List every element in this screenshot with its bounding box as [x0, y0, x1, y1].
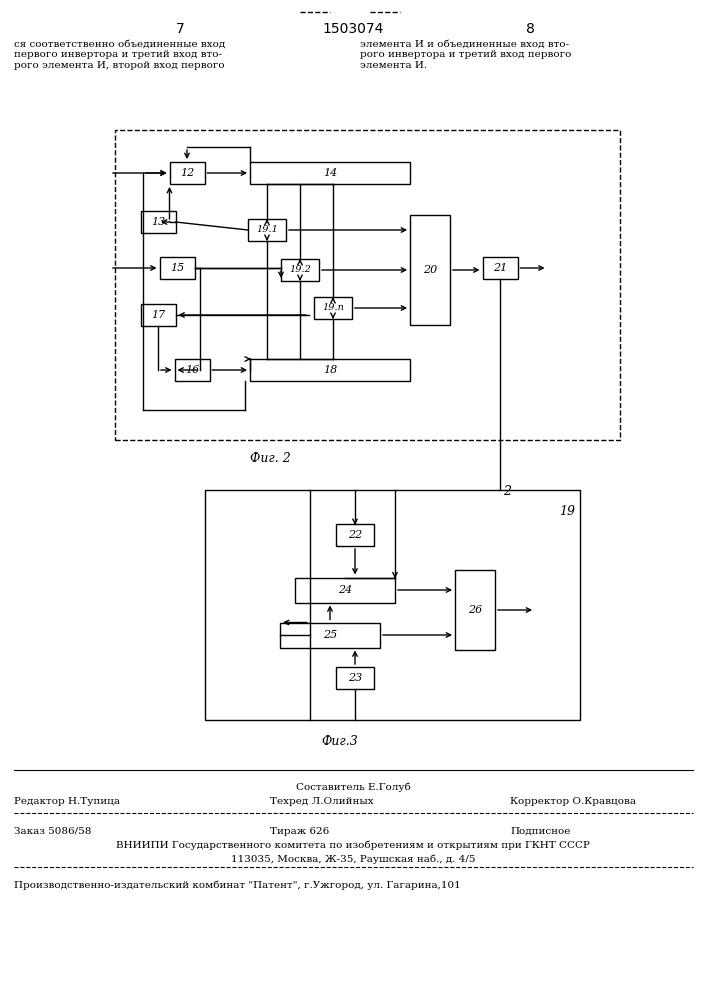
Bar	[170, 162, 204, 184]
Text: 26: 26	[468, 605, 482, 615]
Bar	[141, 304, 175, 326]
Bar	[250, 359, 410, 381]
Text: 16: 16	[185, 365, 199, 375]
Text: 22: 22	[348, 530, 362, 540]
Bar	[280, 622, 380, 648]
Bar	[410, 215, 450, 325]
Text: Заказ 5086/58: Заказ 5086/58	[14, 827, 91, 836]
Text: 19.п: 19.п	[322, 304, 344, 312]
Text: 12: 12	[180, 168, 194, 178]
Text: Техред Л.Олийных: Техред Л.Олийных	[270, 797, 373, 806]
Bar	[175, 359, 209, 381]
Text: 8: 8	[525, 22, 534, 36]
Text: 24: 24	[338, 585, 352, 595]
Text: ВНИИПИ Государственного комитета по изобретениям и открытиям при ГКНТ СССР: ВНИИПИ Государственного комитета по изоб…	[116, 841, 590, 850]
Bar	[336, 667, 374, 689]
Bar	[141, 211, 175, 233]
Text: Фиг.3: Фиг.3	[322, 735, 358, 748]
Text: 25: 25	[323, 630, 337, 640]
Text: 1503074: 1503074	[322, 22, 384, 36]
Bar	[248, 219, 286, 241]
Text: Подписное: Подписное	[510, 827, 571, 836]
Text: 21: 21	[493, 263, 507, 273]
Bar	[250, 162, 410, 184]
Bar	[455, 570, 495, 650]
Text: элемента И и объединенные вход вто-
рого инвертора и третий вход первого
элемент: элемента И и объединенные вход вто- рого…	[360, 40, 571, 70]
Text: 19: 19	[559, 505, 575, 518]
Text: 7: 7	[175, 22, 185, 36]
Text: 19.2: 19.2	[289, 265, 311, 274]
Bar	[281, 259, 319, 281]
Text: 13: 13	[151, 217, 165, 227]
Text: Фиг. 2: Фиг. 2	[250, 452, 291, 465]
Text: Корректор О.Кравцова: Корректор О.Кравцова	[510, 797, 636, 806]
Text: 15: 15	[170, 263, 184, 273]
Bar	[115, 130, 620, 440]
Bar	[314, 297, 352, 319]
Text: 2: 2	[503, 485, 511, 498]
Text: Составитель Е.Голуб: Составитель Е.Голуб	[296, 782, 410, 792]
Text: 20: 20	[423, 265, 437, 275]
Text: 14: 14	[323, 168, 337, 178]
Bar	[295, 578, 395, 602]
Text: Тираж 626: Тираж 626	[270, 827, 329, 836]
Bar	[160, 257, 194, 279]
Text: 23: 23	[348, 673, 362, 683]
Text: 18: 18	[323, 365, 337, 375]
Text: 19.1: 19.1	[256, 226, 278, 234]
Text: ся соответственно объединенные вход
первого инвертора и третий вход вто-
рого эл: ся соответственно объединенные вход перв…	[14, 40, 226, 70]
Text: 113035, Москва, Ж-35, Раушская наб., д. 4/5: 113035, Москва, Ж-35, Раушская наб., д. …	[230, 854, 475, 863]
Bar	[482, 257, 518, 279]
Text: 17: 17	[151, 310, 165, 320]
Text: Производственно-издательский комбинат "Патент", г.Ужгород, ул. Гагарина,101: Производственно-издательский комбинат "П…	[14, 880, 461, 890]
Bar	[205, 490, 580, 720]
Text: Редактор Н.Тупица: Редактор Н.Тупица	[14, 797, 120, 806]
Bar	[336, 524, 374, 546]
